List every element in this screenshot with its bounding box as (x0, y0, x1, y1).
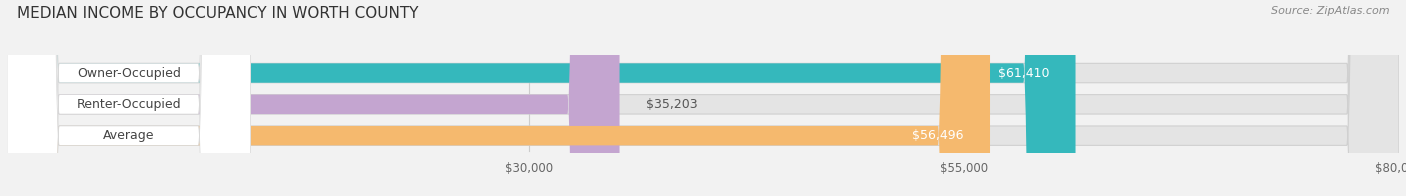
Text: Source: ZipAtlas.com: Source: ZipAtlas.com (1271, 6, 1389, 16)
Text: $61,410: $61,410 (998, 66, 1049, 80)
FancyBboxPatch shape (7, 0, 620, 196)
FancyBboxPatch shape (7, 0, 1399, 196)
FancyBboxPatch shape (7, 0, 990, 196)
FancyBboxPatch shape (7, 0, 250, 196)
FancyBboxPatch shape (7, 0, 1399, 196)
Text: $56,496: $56,496 (912, 129, 965, 142)
FancyBboxPatch shape (7, 0, 250, 196)
Text: $35,203: $35,203 (645, 98, 697, 111)
Text: Owner-Occupied: Owner-Occupied (77, 66, 181, 80)
Text: Average: Average (103, 129, 155, 142)
Text: MEDIAN INCOME BY OCCUPANCY IN WORTH COUNTY: MEDIAN INCOME BY OCCUPANCY IN WORTH COUN… (17, 6, 419, 21)
FancyBboxPatch shape (7, 0, 1399, 196)
Text: Renter-Occupied: Renter-Occupied (76, 98, 181, 111)
FancyBboxPatch shape (7, 0, 250, 196)
FancyBboxPatch shape (7, 0, 1076, 196)
